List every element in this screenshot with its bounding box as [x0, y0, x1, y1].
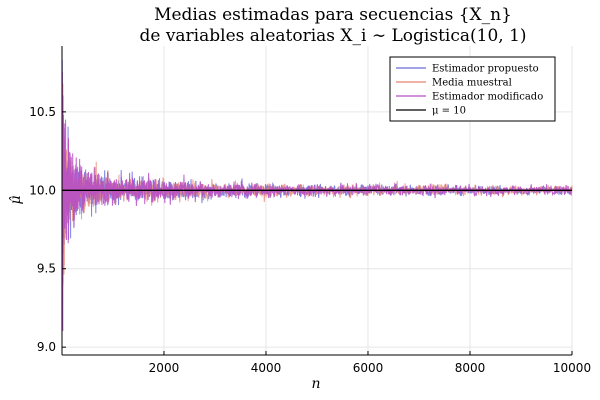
y-tick-label-10.5: 10.5 [29, 105, 56, 119]
x-tick-label-10000: 10000 [553, 361, 591, 375]
legend-label--10: μ = 10 [432, 106, 466, 117]
x-tick-label-8000: 8000 [455, 361, 486, 375]
chart-title-line1: Medias estimadas para secuencias {X_n} [154, 5, 512, 25]
chart-title-line2: de variables aleatorias X_i ∼ Logistica(… [139, 26, 526, 46]
legend-label-estimador-modificado: Estimador modificado [432, 92, 543, 103]
legend-label-estimador-propuesto: Estimador propuesto [432, 64, 539, 75]
series-line-estimador-modificado [61, 72, 573, 331]
y-tick-label-9.0: 9.0 [37, 340, 56, 354]
legend-label-media-muestral: Media muestral [432, 78, 512, 89]
x-tick-label-6000: 6000 [353, 361, 384, 375]
x-tick-label-4000: 4000 [251, 361, 282, 375]
legend: Estimador propuesto Media muestral Estimad… [389, 56, 556, 122]
y-axis-label: μ̂ [8, 195, 24, 204]
y-tick-label-10.0: 10.0 [29, 183, 56, 197]
x-axis-label: n [311, 376, 320, 392]
x-tick-label-2000: 2000 [149, 361, 180, 375]
axes: 2000 4000 6000 8000 10000 9.0 9.5 10.0 10.5 [29, 46, 591, 375]
series-layer [61, 49, 573, 331]
y-tick-label-9.5: 9.5 [37, 262, 56, 276]
